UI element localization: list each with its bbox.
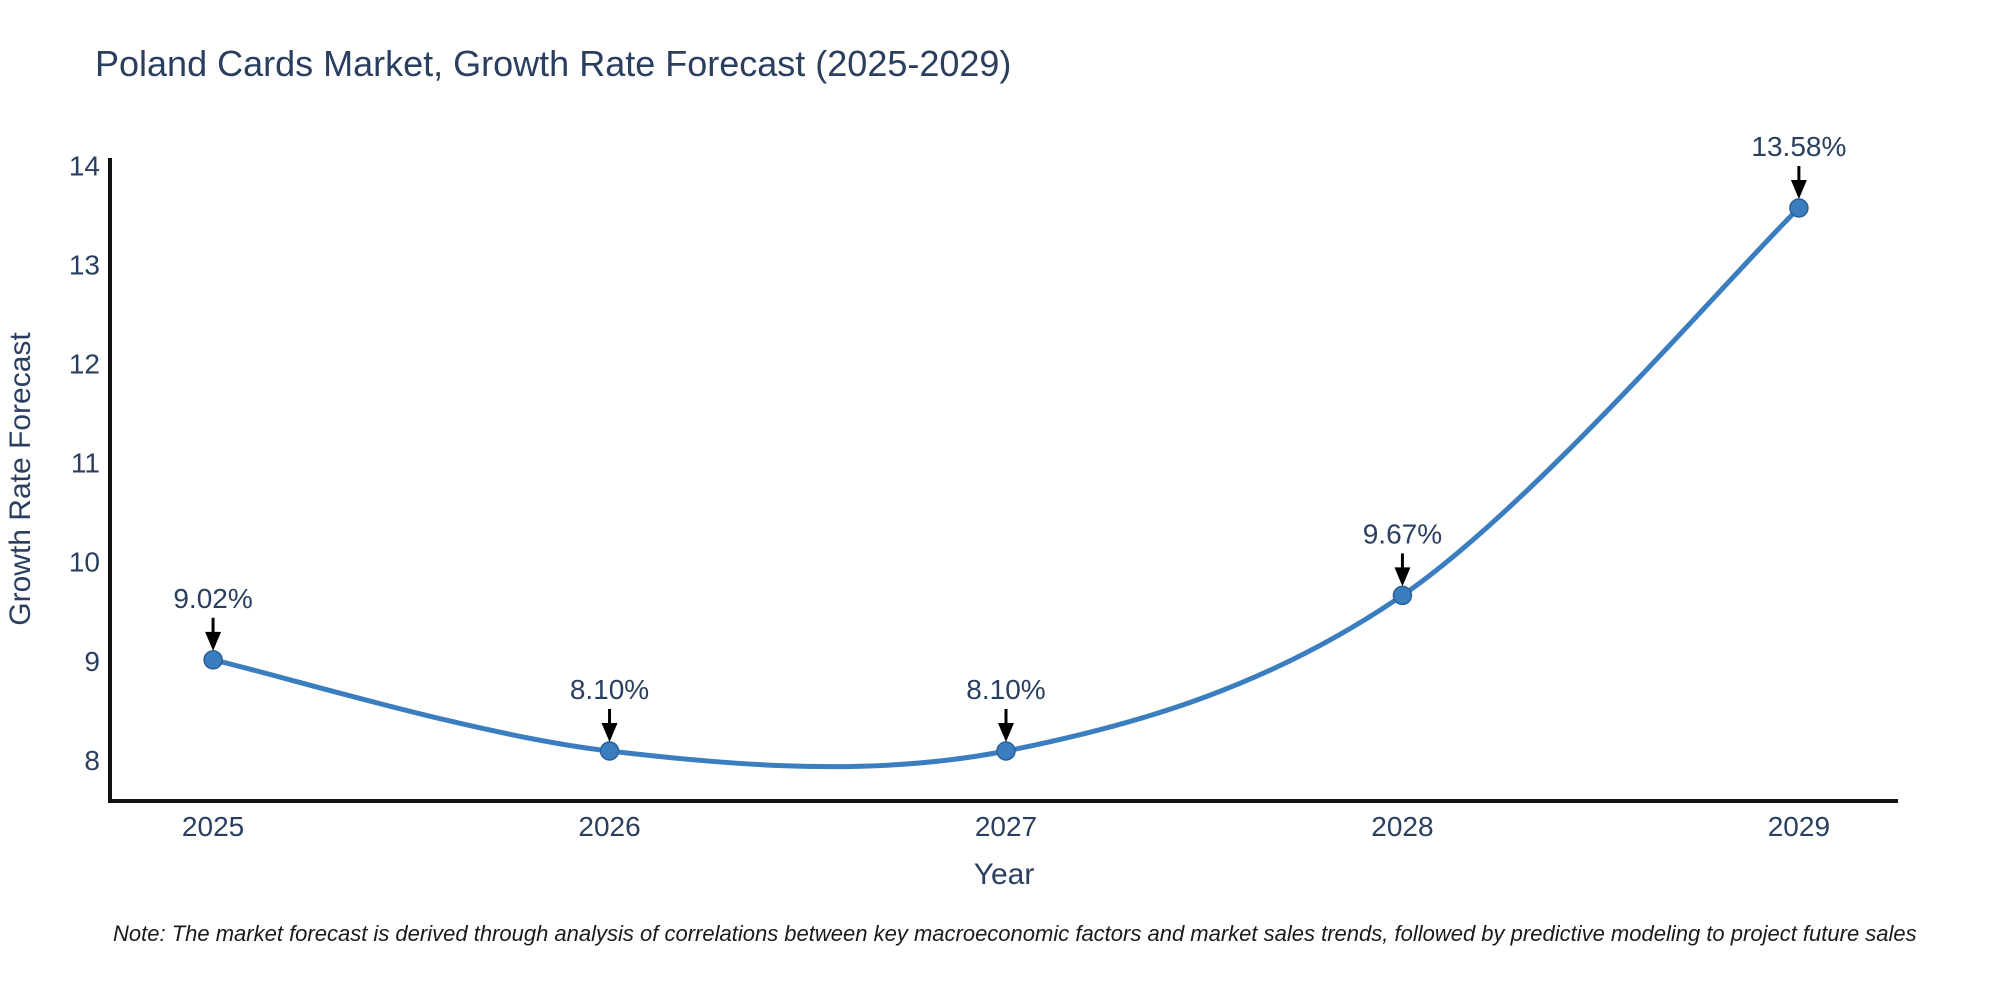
data-point-marker[interactable] bbox=[599, 741, 620, 761]
data-point-marker[interactable] bbox=[996, 741, 1016, 761]
x-tick-label: 2025 bbox=[182, 811, 244, 842]
y-tick-label: 10 bbox=[69, 547, 100, 578]
footnote: Note: The market forecast is derived thr… bbox=[113, 921, 1917, 946]
y-tick-label: 13 bbox=[69, 249, 100, 280]
data-point-label: 13.58% bbox=[1751, 131, 1846, 162]
line-series bbox=[203, 198, 1809, 770]
data-point-marker[interactable] bbox=[203, 650, 223, 670]
x-tick-label: 2029 bbox=[1768, 811, 1830, 842]
data-point-label: 9.02% bbox=[173, 583, 252, 614]
annotation-arrowhead-icon bbox=[1394, 567, 1411, 587]
x-tick-label: 2028 bbox=[1371, 811, 1433, 842]
annotation-arrowhead-icon bbox=[1790, 180, 1807, 200]
y-tick-label: 8 bbox=[84, 745, 100, 776]
data-point-label: 9.67% bbox=[1363, 518, 1442, 549]
data-point-label: 8.10% bbox=[570, 674, 649, 705]
y-tick-label: 11 bbox=[71, 448, 100, 479]
annotation-arrowhead-icon bbox=[601, 722, 618, 742]
annotation-arrowhead-icon bbox=[205, 631, 222, 651]
chart-title: Poland Cards Market, Growth Rate Forecas… bbox=[95, 43, 1011, 84]
data-point-marker[interactable] bbox=[1392, 585, 1413, 606]
y-tick-label: 14 bbox=[69, 150, 100, 181]
x-tick-label: 2027 bbox=[975, 811, 1037, 842]
y-tick-label: 9 bbox=[84, 646, 100, 677]
y-tick-label: 12 bbox=[69, 349, 100, 380]
data-annotations: 9.02% 8.10% 8.10% 9.67% 13.58% bbox=[173, 131, 1846, 742]
annotation-arrowhead-icon bbox=[997, 722, 1014, 742]
y-axis-title: Growth Rate Forecast bbox=[4, 332, 37, 626]
data-point-marker[interactable] bbox=[1789, 198, 1809, 218]
axes: 8 9 10 11 12 13 14 2025 2026 2027 2028 2029 bbox=[69, 150, 1898, 842]
data-point-label: 8.10% bbox=[966, 674, 1045, 705]
x-tick-label: 2026 bbox=[578, 811, 640, 842]
x-axis-title: Year bbox=[974, 858, 1035, 891]
trend-line bbox=[210, 205, 1802, 770]
